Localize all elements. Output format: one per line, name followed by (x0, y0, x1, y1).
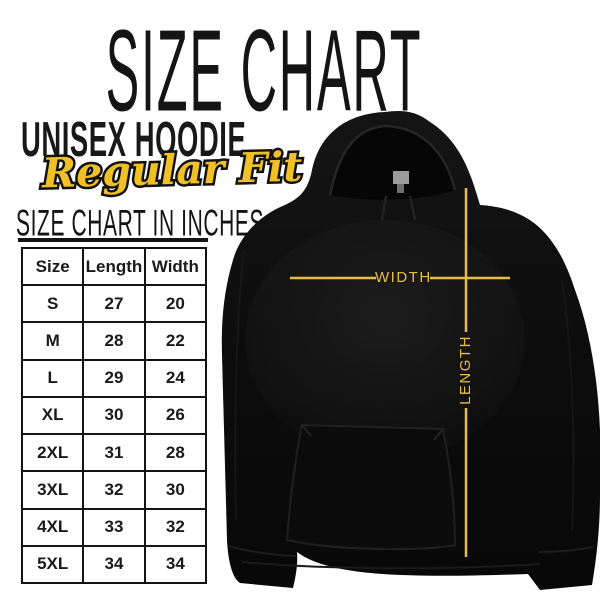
table-row: 2XL 31 28 (20, 432, 208, 473)
column-header: Length (82, 247, 146, 286)
table-cell: 31 (82, 432, 146, 473)
table-row: 5XL 34 34 (20, 544, 208, 585)
table-cell: 28 (82, 321, 146, 361)
table-cell: 29 (82, 358, 146, 398)
table-cell: 32 (82, 470, 146, 510)
table-cell: 3XL (20, 470, 85, 510)
table-cell: 30 (82, 395, 146, 436)
table-cell: L (20, 358, 85, 398)
table-row: S 27 20 (20, 283, 208, 324)
hem-band (241, 561, 541, 570)
table-heading: SIZE CHART IN INCHES (16, 203, 430, 244)
kangaroo-pocket (285, 423, 457, 551)
table-cell: 27 (82, 283, 146, 324)
cuff-right (537, 546, 594, 553)
table-cell: 4XL (20, 507, 85, 547)
table-cell: 20 (143, 283, 208, 324)
table-cell: M (20, 321, 85, 361)
column-header: Size (20, 247, 85, 286)
size-table-head-row: Size Length Width (20, 247, 208, 286)
hood-edge (328, 124, 457, 196)
table-cell: 28 (143, 432, 208, 473)
table-cell: 2XL (20, 432, 85, 473)
pocket-stitch-right (433, 428, 444, 441)
page-title: SIZE CHART (0, 4, 520, 135)
table-row: 4XL 33 32 (20, 507, 208, 547)
sleeve-fold-left (234, 249, 245, 521)
hoodie-graphic (221, 111, 600, 590)
neck-tag-fold (397, 184, 404, 193)
table-cell: 33 (82, 507, 146, 547)
table-cell: 34 (143, 544, 208, 585)
table-cell: 32 (143, 507, 208, 547)
table-cell: 22 (143, 321, 208, 361)
table-cell: XL (20, 395, 85, 436)
neck-tag (393, 171, 409, 184)
product-name: UNISEX HOODIE (21, 112, 423, 168)
table-row: 3XL 32 30 (20, 470, 208, 510)
size-table-body: S 27 20 M 28 22 L 29 24 XL 30 26 2XL 31 28 3XL 32 30 4XL 33… (20, 283, 208, 585)
heading-underline (18, 238, 208, 242)
table-cell: S (20, 283, 85, 324)
drawstring-right (408, 195, 417, 221)
hood-opening (330, 126, 455, 200)
hoodie-image (210, 100, 600, 600)
table-heading-text: SIZE CHART IN INCHES (16, 203, 265, 244)
drawstring-left (380, 195, 388, 221)
length-measure-label: LENGTH (457, 335, 474, 405)
table-cell: 5XL (20, 544, 85, 585)
table-cell: 30 (143, 470, 208, 510)
cuff-left (228, 545, 297, 557)
sleeve-fold-right (561, 279, 575, 531)
column-header: Width (143, 247, 208, 286)
pocket-stitch-left (301, 424, 312, 437)
fabric-highlight (245, 220, 525, 460)
table-cell: 34 (82, 544, 146, 585)
table-row: M 28 22 (20, 321, 208, 361)
product-name-text: UNISEX HOODIE (21, 113, 247, 167)
width-measure-label: WIDTH (375, 269, 432, 286)
size-table: Size Length Width S 27 20 M 28 22 L 29 24 XL 30 26 2XL… (20, 247, 208, 585)
table-row: L 29 24 (20, 358, 208, 398)
page-title-text: SIZE CHART (105, 5, 423, 136)
table-cell: 26 (143, 395, 208, 436)
table-row: XL 30 26 (20, 395, 208, 436)
table-cell: 24 (143, 358, 208, 398)
